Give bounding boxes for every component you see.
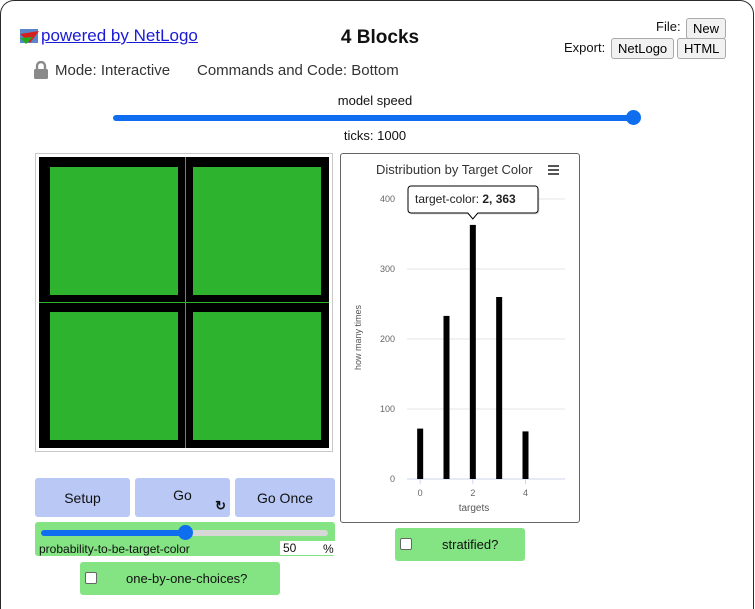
- stratified-switch[interactable]: stratified?: [395, 528, 525, 561]
- x-tick-label: 0: [418, 488, 423, 498]
- bar: [496, 297, 503, 479]
- powered-by-text: powered by NetLogo: [41, 26, 198, 45]
- y-tick-label: 400: [380, 194, 395, 204]
- world-view[interactable]: [35, 153, 333, 452]
- plot-widget[interactable]: Distribution by Target Color 0 100 200 300 4…: [340, 153, 580, 523]
- block-top-left: [50, 167, 178, 295]
- bar: [417, 428, 424, 479]
- y-tick-label: 100: [380, 404, 395, 414]
- x-axis-label: targets: [459, 503, 490, 514]
- go-once-button[interactable]: Go Once: [235, 478, 335, 517]
- world-canvas: [39, 157, 329, 448]
- hamburger-menu-icon[interactable]: [548, 165, 559, 177]
- one-by-one-switch[interactable]: one-by-one-choices?: [80, 562, 280, 595]
- slider-value-field[interactable]: 50: [280, 541, 354, 555]
- go-button[interactable]: Go ↻: [135, 478, 230, 517]
- world-divider-horizontal: [39, 302, 329, 303]
- forever-icon: ↻: [215, 498, 226, 513]
- block-top-right: [193, 167, 321, 295]
- export-netlogo-button[interactable]: NetLogo: [611, 38, 675, 59]
- tooltip-value: 2, 363: [482, 192, 516, 206]
- lock-icon: [34, 61, 48, 79]
- model-speed-label: model speed: [337, 93, 413, 108]
- y-tick-label: 200: [380, 334, 395, 344]
- tooltip-pointer-outline: [467, 212, 479, 220]
- model-title: 4 Blocks: [340, 27, 420, 48]
- tooltip-text: target-color: 2, 363: [415, 192, 516, 206]
- one-by-one-checkbox[interactable]: [85, 572, 97, 584]
- export-label: Export:: [564, 40, 606, 55]
- slider-thumb[interactable]: [177, 525, 193, 540]
- plot-title: Distribution by Target Color: [376, 162, 533, 177]
- model-speed-slider-thumb[interactable]: [626, 110, 641, 125]
- setup-button[interactable]: Setup: [35, 478, 130, 517]
- slider-units: %: [323, 542, 334, 556]
- mode-text: Mode: Interactive: [55, 61, 171, 79]
- x-tick-label: 4: [523, 488, 528, 498]
- tooltip-pointer: [467, 212, 478, 219]
- y-axis-label: how many times: [353, 304, 363, 370]
- bar: [443, 315, 450, 479]
- y-tick-label: 300: [380, 264, 395, 274]
- chart-svg: 0 100 200 300 400 0 2 4 targets how many times tar…: [353, 185, 565, 514]
- bar: [469, 224, 476, 479]
- commands-code-position[interactable]: Commands and Code: Bottom: [197, 62, 399, 79]
- ticks-counter: ticks: 1000: [343, 128, 407, 143]
- slider-label: probability-to-be-target-color: [39, 542, 190, 556]
- netlogo-logo-icon: [20, 29, 39, 44]
- export-html-button[interactable]: HTML: [677, 38, 727, 59]
- stratified-label: stratified?: [442, 537, 499, 552]
- netlogo-link[interactable]: powered by NetLogo: [20, 26, 198, 46]
- block-bottom-right: [193, 312, 321, 440]
- go-button-label: Go: [173, 487, 192, 503]
- model-speed-slider-track[interactable]: [113, 115, 635, 121]
- probability-slider[interactable]: probability-to-be-target-color 50 %: [35, 522, 354, 556]
- bar: [522, 431, 529, 479]
- mode-toggle[interactable]: Mode: Interactive: [33, 61, 170, 79]
- x-tick-label: 2: [470, 488, 475, 498]
- block-bottom-left: [50, 312, 178, 440]
- one-by-one-label: one-by-one-choices?: [126, 571, 248, 586]
- y-tick-label: 0: [390, 474, 395, 484]
- file-label: File:: [656, 19, 681, 34]
- tooltip-label: target-color:: [415, 192, 482, 206]
- new-button[interactable]: New: [686, 18, 727, 39]
- slider-fill: [41, 530, 185, 536]
- stratified-checkbox[interactable]: [400, 538, 412, 550]
